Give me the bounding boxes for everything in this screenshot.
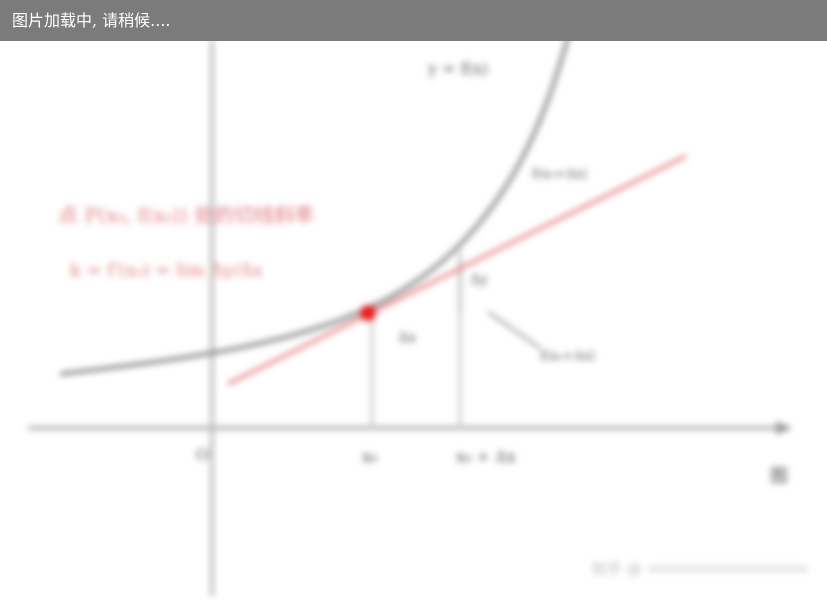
x0-label: x₀ bbox=[362, 447, 377, 466]
bottom-right-label: 图 bbox=[770, 466, 788, 487]
dy-label: Δy bbox=[470, 272, 488, 288]
tangent-title: 点 P(x₀, f(x₀)) 处的切线斜率 bbox=[58, 203, 314, 227]
x0-plus-label: x₀ + Δx bbox=[456, 447, 516, 466]
fx-pointer-line bbox=[487, 310, 541, 350]
dx-label: Δx bbox=[398, 330, 416, 346]
tangent-line bbox=[227, 154, 687, 386]
fx-label: f(x₀+Δx) bbox=[540, 349, 595, 364]
curve-label: y = f(x) bbox=[427, 59, 488, 78]
tangent-formula: k = f′(x₀) = lim Δy/Δx bbox=[70, 260, 263, 281]
watermark-underline bbox=[648, 566, 808, 572]
tangent-point bbox=[360, 305, 376, 321]
function-curve bbox=[59, 29, 572, 376]
watermark: 知乎 @ bbox=[592, 560, 642, 578]
loading-status-bar: 图片加载中, 请稍候.... bbox=[0, 0, 827, 41]
f-x0-dx-label: f(x₀+Δx) bbox=[532, 167, 587, 182]
origin-label: O bbox=[196, 445, 209, 464]
x-axis-arrow-icon bbox=[776, 421, 792, 435]
loading-status-text: 图片加载中, 请稍候.... bbox=[12, 11, 171, 30]
